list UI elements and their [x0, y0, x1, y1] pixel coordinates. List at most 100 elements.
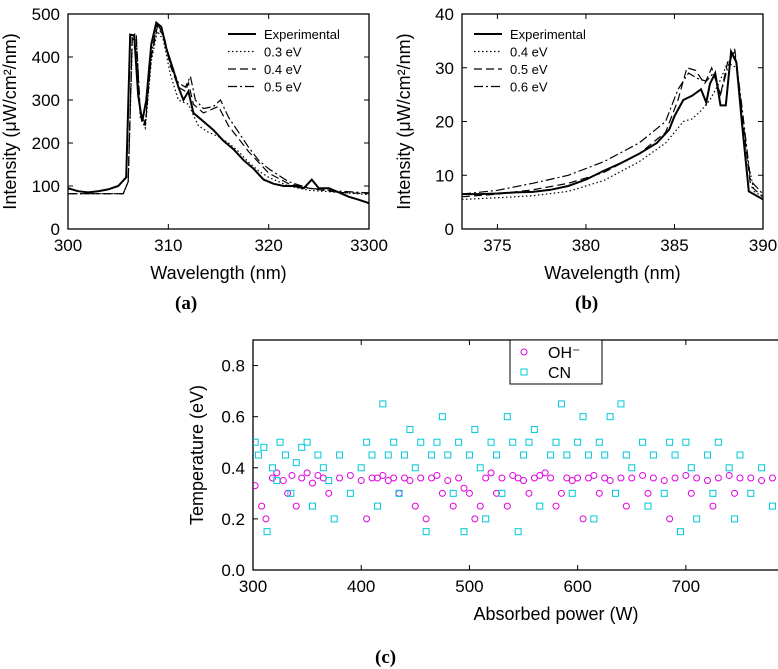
- scatter-point: [601, 474, 609, 482]
- scatter-point: [487, 438, 495, 446]
- y-tick-label: 0.2: [221, 510, 245, 529]
- scatter-point: [298, 443, 306, 451]
- scatter-point: [584, 451, 592, 459]
- scatter-point: [693, 515, 701, 523]
- scatter-point: [465, 451, 473, 459]
- scatter-point: [346, 489, 354, 497]
- caption-a: (a): [175, 293, 198, 314]
- scatter-point: [268, 464, 276, 472]
- scatter-point: [384, 477, 392, 485]
- scatter-point: [325, 489, 333, 497]
- scatter-point: [606, 413, 614, 421]
- scatter-point: [725, 471, 733, 479]
- series-line: [462, 61, 763, 200]
- scatter-point: [492, 489, 500, 497]
- scatter-point: [373, 474, 381, 482]
- y-tick-label: 400: [32, 48, 60, 67]
- legend-marker: [520, 368, 528, 376]
- scatter-point: [368, 451, 376, 459]
- scatter-point: [649, 451, 657, 459]
- scatter-point: [520, 477, 528, 485]
- plot-area: [462, 48, 763, 201]
- scatter-point: [258, 502, 266, 510]
- series-line: [462, 49, 763, 198]
- scatter-point: [628, 464, 636, 472]
- scatter-point: [579, 413, 587, 421]
- scatter-point: [433, 471, 441, 479]
- y-tick-label: 100: [32, 177, 60, 196]
- scatter-point: [406, 425, 414, 433]
- scatter-point: [525, 438, 533, 446]
- scatter-point: [574, 438, 582, 446]
- scatter-point: [682, 471, 690, 479]
- scatter-point: [384, 451, 392, 459]
- scatter-point: [660, 489, 668, 497]
- scatter-point: [276, 438, 284, 446]
- scatter-point: [725, 464, 733, 472]
- scatter-point: [563, 451, 571, 459]
- x-tick-label: 320: [254, 236, 282, 255]
- scatter-point: [422, 528, 430, 536]
- scatter-point: [482, 515, 490, 523]
- scatter-point: [465, 489, 473, 497]
- scatter-point: [379, 400, 387, 408]
- scatter-point: [709, 489, 717, 497]
- scatter-point: [530, 474, 538, 482]
- series-line: [462, 48, 763, 201]
- x-tick-label: 380: [572, 236, 600, 255]
- scatter-point: [622, 451, 630, 459]
- chart-panel-1: 375 380 385 390 0 10 20 30 40 Wavelength (nm) Inte…: [394, 5, 777, 283]
- scatter-point: [254, 451, 262, 459]
- scatter-point: [319, 464, 327, 472]
- legend-label: Experimental: [510, 27, 586, 42]
- scatter-point: [303, 438, 311, 446]
- x-tick-label: 600: [563, 577, 591, 596]
- series-line: [68, 20, 369, 205]
- plot-area: [68, 20, 369, 205]
- scatter-point: [747, 474, 755, 482]
- scatter-point: [547, 474, 555, 482]
- scatter-point: [253, 438, 259, 446]
- x-tick-label: 310: [154, 236, 182, 255]
- chart-panel-2: 3004005006007008000.00.20.40.60.8Absorbe…: [187, 339, 778, 624]
- scatter-point: [747, 489, 755, 497]
- plot-area: [253, 362, 776, 536]
- scatter-point: [455, 438, 463, 446]
- plot-frame: [67, 13, 370, 230]
- y-axis-label: Intensity (μW/cm²/nm): [0, 33, 20, 209]
- y-tick-label: 200: [32, 134, 60, 153]
- y-axis-label: Temperature (eV): [187, 385, 207, 525]
- scatter-point: [714, 438, 722, 446]
- scatter-point: [606, 477, 614, 485]
- scatter-point: [682, 438, 690, 446]
- scatter-point: [536, 471, 544, 479]
- scatter-point: [411, 464, 419, 472]
- series-line: [68, 25, 369, 195]
- y-tick-label: 40: [435, 5, 454, 24]
- scatter-point: [336, 451, 344, 459]
- legend-label: 0.4 eV: [264, 62, 302, 77]
- scatter-point: [406, 477, 414, 485]
- scatter-point: [422, 515, 430, 523]
- scatter-point: [330, 515, 338, 523]
- scatter-point: [514, 528, 522, 536]
- scatter-point: [628, 474, 636, 482]
- scatter-point: [595, 489, 603, 497]
- scatter-point: [357, 477, 365, 485]
- x-tick-label: 385: [660, 236, 688, 255]
- x-tick-label: 700: [672, 577, 700, 596]
- scatter-point: [292, 502, 300, 510]
- legend-label: OH⁻: [548, 345, 580, 362]
- scatter-point: [503, 413, 511, 421]
- scatter-point: [666, 438, 674, 446]
- scatter-point: [666, 515, 674, 523]
- scatter-point: [498, 474, 506, 482]
- scatter-point: [557, 489, 565, 497]
- scatter-point: [552, 438, 560, 446]
- x-tick-label: 375: [483, 236, 511, 255]
- scatter-point: [617, 400, 625, 408]
- x-tick-label: 390: [749, 236, 777, 255]
- scatter-point: [758, 464, 766, 472]
- scatter-point: [601, 451, 609, 459]
- scatter-point: [346, 471, 354, 479]
